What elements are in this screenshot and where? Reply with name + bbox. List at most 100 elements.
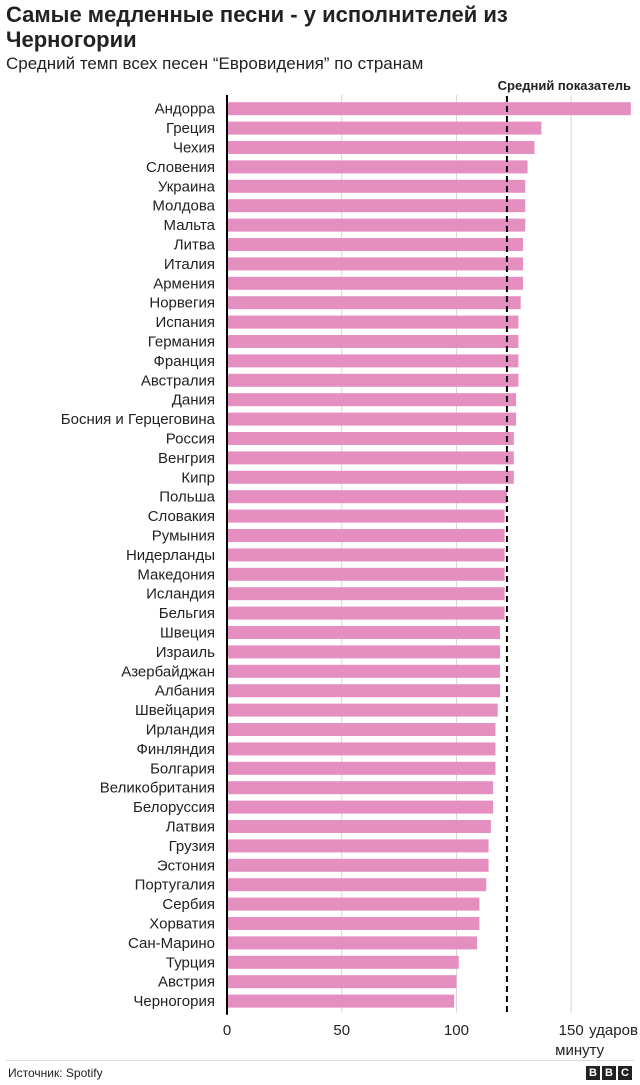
bar [227,296,521,310]
bar [227,509,505,523]
bar [227,451,514,465]
x-tick-label: 150 [559,1022,584,1039]
bar [227,470,514,484]
category-label: Украина [158,178,216,195]
bar [227,742,496,756]
bar [227,606,505,620]
category-label: Хорватия [149,916,215,933]
category-label: Македония [137,566,215,583]
category-label: Бельгия [159,605,215,622]
category-label: Белоруссия [133,799,215,816]
category-label: Черногория [133,993,215,1010]
bar [227,781,494,795]
bar [227,373,519,387]
category-label: Чехия [173,140,215,157]
bar [227,257,523,271]
category-label: Болгария [150,760,215,777]
category-label: Польша [159,489,215,506]
bar [227,335,519,348]
category-label: Литва [174,237,216,254]
category-label: Россия [166,431,215,448]
category-label: Австрия [158,974,215,991]
category-label: Германия [148,334,215,351]
bar [227,393,517,407]
bar [227,723,496,736]
category-label: Италия [164,256,215,273]
category-label: Венгрия [158,450,215,467]
x-axis-unit-label: минуту [555,1042,605,1059]
average-line-label: Средний показатель [498,78,631,93]
footer-divider [6,1060,634,1061]
bar [227,179,526,193]
bbc-logo-letter: B [602,1066,616,1080]
x-axis-unit-label: ударов в [589,1022,640,1039]
bar [227,238,523,251]
bar [227,975,457,989]
category-label: Албания [155,683,215,700]
category-label: Армения [153,275,215,292]
bar [227,800,494,814]
category-label: Израиль [156,644,215,661]
x-tick-label: 50 [333,1022,350,1039]
bar [227,412,517,426]
bar [227,218,526,232]
chart-title: Самые медленные песни - у исполнителей и… [6,2,508,52]
category-label: Эстония [157,857,215,874]
bar [227,160,528,174]
category-label: Мальта [164,217,216,234]
category-label: Австралия [141,372,215,389]
bar [227,761,496,775]
bar [227,684,501,698]
category-label: Швеция [160,625,215,642]
category-label: Испания [155,314,215,331]
category-label: Азербайджан [121,663,215,680]
category-label: Латвия [166,819,215,836]
bar [227,645,501,659]
bbc-logo-letter: B [586,1066,600,1080]
bar [227,994,455,1008]
bar [227,490,507,504]
bar [227,839,489,853]
category-label: Дания [172,392,215,409]
category-label: Великобритания [100,780,215,797]
bar [227,141,535,154]
bar-chart: Андорра Греция Чехия Словения Украина Молдова… [61,78,640,1059]
x-tick-label: 0 [223,1022,231,1039]
category-label: Нидерланды [126,547,215,564]
category-label: Исландия [146,586,215,603]
category-label: Грузия [169,838,215,855]
category-label: Словакия [148,508,215,525]
bar [227,548,505,562]
bar [227,878,487,892]
category-label: Португалия [135,877,215,894]
bar [227,102,631,116]
bar [227,276,523,290]
bar [227,664,501,678]
bar [227,199,526,213]
bar [227,858,489,872]
category-label: Молдова [152,198,215,215]
bar [227,626,501,639]
category-label: Финляндия [137,741,215,758]
bar [227,587,505,601]
bar [227,703,498,717]
category-label: Швейцария [135,702,215,719]
category-label: Турция [166,954,215,971]
bar [227,315,519,329]
bar [227,917,480,930]
category-label: Франция [154,353,215,370]
bar [227,121,542,135]
bar [227,936,478,950]
x-tick-label: 100 [444,1022,469,1039]
category-label: Сан-Марино [128,935,215,952]
bar [227,354,519,368]
bar [227,897,480,911]
bbc-logo: B B C [586,1066,632,1080]
bar [227,529,505,542]
category-label: Андорра [155,101,216,118]
chart-subtitle: Средний темп всех песен “Евровидения” по… [6,54,424,73]
category-label: Греция [166,120,215,137]
category-label: Норвегия [149,295,215,312]
bar [227,955,459,969]
bar [227,820,491,833]
